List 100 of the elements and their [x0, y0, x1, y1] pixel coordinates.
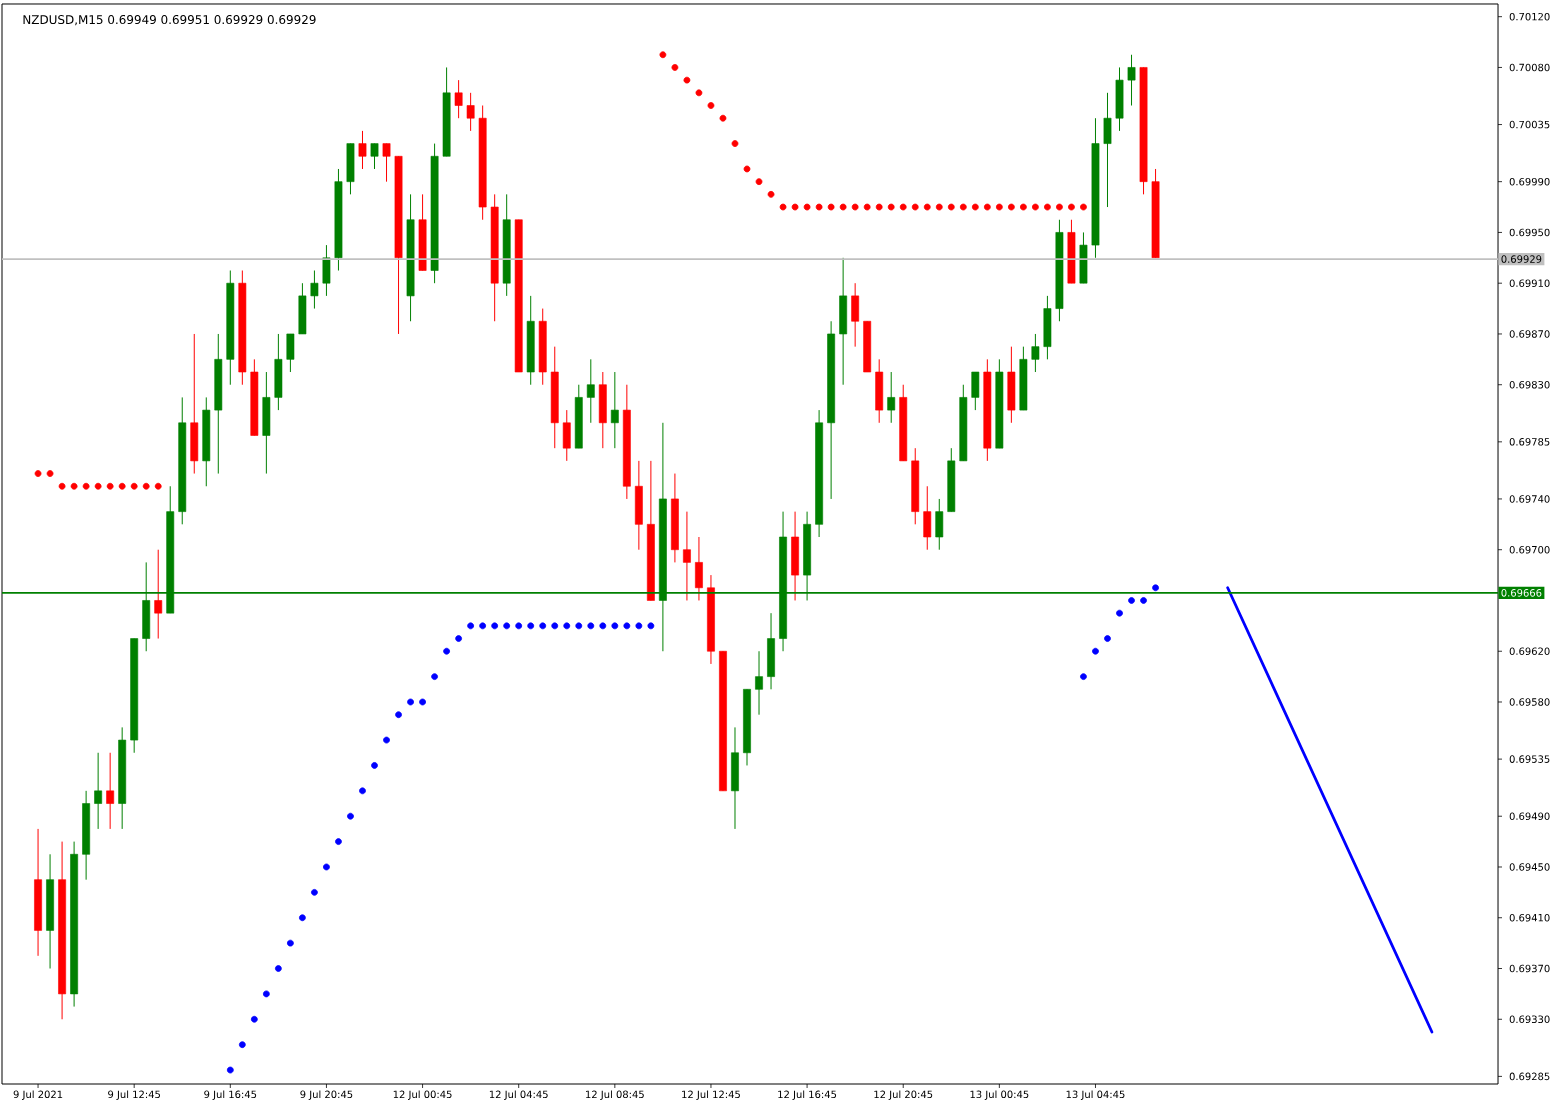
point — [875, 203, 883, 211]
point — [995, 203, 1003, 211]
point — [1128, 597, 1135, 604]
point — [647, 622, 655, 630]
point — [983, 203, 991, 211]
point — [431, 673, 438, 680]
point — [887, 203, 895, 211]
point — [503, 622, 511, 630]
point — [515, 622, 523, 630]
point — [827, 203, 835, 211]
point — [46, 470, 54, 477]
point — [623, 622, 631, 630]
point — [683, 76, 691, 84]
point — [1080, 203, 1087, 211]
candlestick — [887, 371, 896, 424]
point — [695, 89, 703, 97]
candlestick — [1007, 346, 1016, 424]
point — [238, 1041, 246, 1049]
point — [755, 178, 763, 186]
candlestick — [791, 511, 799, 601]
candlestick — [634, 460, 643, 551]
point — [299, 914, 306, 922]
point — [803, 203, 811, 211]
point — [130, 482, 138, 490]
point — [1019, 203, 1027, 211]
point — [118, 482, 126, 490]
point — [395, 711, 402, 719]
point — [791, 203, 799, 211]
candlestick — [370, 143, 379, 170]
point — [815, 203, 823, 211]
point — [731, 140, 739, 147]
candlestick — [190, 333, 199, 475]
candlestick — [106, 752, 115, 830]
candlestick — [586, 358, 595, 424]
point — [959, 203, 967, 211]
point — [1068, 203, 1075, 211]
point — [911, 203, 919, 211]
point — [611, 622, 619, 630]
point — [743, 165, 751, 173]
point — [851, 203, 859, 211]
candlestick — [767, 612, 775, 690]
point — [659, 51, 667, 59]
point — [347, 812, 354, 820]
point — [455, 635, 462, 642]
point — [491, 622, 499, 630]
point — [587, 622, 595, 630]
point — [527, 622, 535, 630]
point — [443, 647, 450, 655]
point — [1116, 609, 1123, 617]
candlestick — [755, 650, 763, 716]
point — [1140, 597, 1147, 604]
candlestick — [683, 511, 691, 601]
candlestick — [610, 371, 619, 449]
point — [899, 203, 907, 211]
point — [1092, 647, 1099, 655]
point — [250, 1015, 258, 1023]
point — [1032, 203, 1039, 211]
point — [287, 939, 294, 947]
point — [274, 965, 282, 972]
point — [106, 482, 114, 490]
point — [419, 698, 426, 706]
point — [323, 863, 330, 871]
point — [1056, 203, 1063, 211]
point — [935, 203, 943, 211]
point — [1152, 584, 1159, 592]
candlestick — [875, 358, 884, 424]
point — [383, 736, 390, 744]
candlestick — [695, 536, 703, 601]
point — [671, 64, 679, 71]
point — [707, 102, 715, 109]
point — [226, 1066, 234, 1074]
point — [575, 622, 583, 630]
point — [1104, 635, 1111, 642]
point — [82, 482, 90, 490]
point — [947, 203, 955, 211]
candlestick — [94, 752, 103, 830]
point — [70, 482, 78, 490]
point — [839, 203, 847, 211]
point — [311, 888, 318, 896]
candlestick — [923, 485, 932, 551]
point — [719, 114, 727, 122]
point — [371, 762, 378, 769]
point — [335, 838, 342, 845]
candlestick — [598, 371, 607, 449]
point — [1044, 203, 1051, 211]
point — [407, 698, 414, 706]
point — [154, 482, 162, 490]
point — [359, 787, 366, 795]
point — [467, 622, 475, 630]
candlestick — [731, 726, 739, 830]
candlestick — [851, 282, 860, 348]
candlestick — [562, 409, 571, 462]
point — [479, 622, 487, 630]
candlestick — [358, 130, 367, 170]
point — [58, 482, 66, 490]
point — [551, 622, 559, 630]
point — [599, 622, 607, 630]
point — [971, 203, 979, 211]
point — [1007, 203, 1015, 211]
point — [563, 622, 571, 630]
